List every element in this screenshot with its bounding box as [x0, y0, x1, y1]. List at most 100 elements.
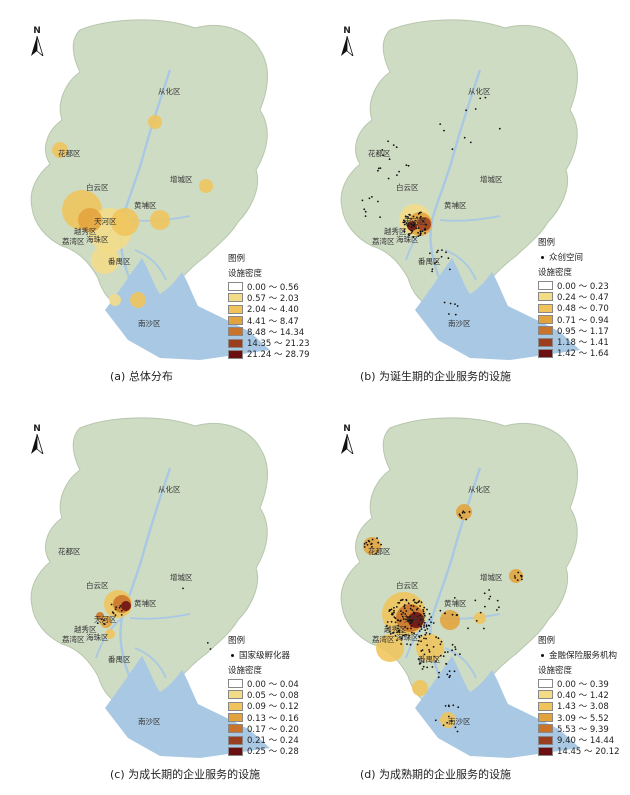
facility-point: [423, 626, 425, 628]
facility-point: [363, 208, 366, 211]
facility-point: [100, 618, 103, 621]
facility-point: [489, 595, 492, 598]
facility-point: [459, 514, 462, 517]
legend-swatch: [228, 304, 243, 314]
density-hotspot: [109, 294, 121, 306]
facility-point: [417, 227, 420, 230]
facility-point: [416, 615, 419, 618]
facility-point: [119, 605, 122, 607]
legend-swatch: [228, 701, 243, 711]
facility-point: [446, 721, 448, 724]
north-arrow: N: [336, 424, 358, 456]
facility-point: [387, 140, 389, 143]
facility-point: [449, 268, 451, 271]
facility-point: [496, 609, 498, 611]
facility-point: [426, 628, 429, 630]
facility-point: [412, 605, 415, 607]
facility-point: [120, 609, 123, 612]
facility-point: [388, 158, 391, 161]
legend-class-label: 0.57 ～ 2.03: [247, 293, 299, 304]
legend-density-title: 设施密度: [538, 268, 573, 278]
legend-swatch: [538, 713, 553, 723]
facility-point: [425, 624, 428, 627]
facility-point: [418, 600, 421, 602]
facility-point: [454, 646, 456, 648]
facility-point: [418, 636, 421, 639]
facility-point: [403, 223, 406, 226]
legend-class-label: 1.18 ～ 1.41: [557, 338, 609, 349]
legend-title: 图例: [538, 238, 556, 248]
legend-class-label: 0.71 ～ 0.94: [557, 315, 609, 326]
legend-class-row: 0.48 ～ 0.70: [538, 303, 609, 314]
facility-point: [397, 624, 400, 627]
facility-point: [459, 653, 461, 655]
facility-point: [428, 650, 431, 653]
facility-point: [206, 642, 209, 644]
facility-point: [390, 608, 393, 611]
facility-point: [389, 632, 392, 635]
legend-swatch: [228, 746, 243, 756]
facility-point: [417, 640, 420, 642]
legend-class-row: 0.40 ～ 1.42: [538, 689, 620, 701]
facility-point: [422, 609, 424, 611]
facility-point: [96, 622, 99, 625]
legend-class-row: 9.40 ～ 14.44: [538, 734, 620, 746]
river: [134, 647, 167, 679]
facility-point: [444, 651, 446, 654]
facility-point: [426, 666, 429, 669]
facility-point: [422, 610, 425, 613]
district-label: 越秀区: [384, 227, 407, 236]
facility-point: [446, 673, 449, 676]
facility-point: [407, 164, 410, 167]
facility-point: [382, 154, 385, 157]
facility-point: [469, 141, 472, 144]
legend-swatch: [538, 292, 553, 302]
district-label: 增城区: [170, 573, 193, 582]
legend-class-label: 0.25 ～ 0.28: [247, 747, 299, 758]
facility-point: [451, 643, 454, 646]
facility-point: [435, 660, 437, 663]
facility-point: [417, 658, 420, 661]
facility-point: [448, 670, 451, 672]
facility-point: [412, 215, 415, 218]
facility-point: [419, 231, 422, 233]
facility-point: [419, 662, 422, 665]
facility-point: [402, 634, 404, 637]
facility-point: [423, 606, 426, 609]
north-label: N: [33, 424, 41, 434]
facility-point: [441, 249, 443, 252]
legend-swatch: [538, 315, 553, 325]
facility-point: [407, 233, 410, 236]
facility-point: [410, 631, 413, 634]
district-label: 黄埔区: [134, 599, 157, 608]
facility-point: [401, 631, 404, 633]
legend-density-title: 设施密度: [228, 666, 263, 676]
facility-point: [407, 602, 410, 605]
legend-point-entry: 金融保险服务机构: [538, 649, 620, 661]
legend-swatch: [228, 679, 243, 689]
facility-point: [422, 220, 425, 223]
facility-point: [400, 613, 403, 616]
facility-point: [393, 606, 395, 609]
facility-point: [444, 705, 447, 707]
panel-b: 从化区 花都区 增城区 白云区 黄埔区 天河区 越秀区 荔湾区 海珠区 番禺区 南沙区 N 图例 众创空间…: [320, 10, 620, 390]
facility-point: [403, 230, 406, 233]
legend-swatch: [228, 316, 243, 326]
district-label: 天河区: [404, 217, 427, 226]
facility-point: [398, 631, 401, 634]
district-label: 花都区: [58, 149, 81, 158]
north-arrow-icon: [341, 35, 354, 58]
facility-point: [371, 196, 373, 198]
facility-point: [407, 224, 410, 227]
facility-point: [404, 626, 407, 628]
facility-point: [402, 618, 405, 620]
facility-point: [390, 613, 393, 616]
facility-point: [110, 603, 113, 606]
facility-point: [397, 627, 399, 630]
facility-point: [432, 646, 435, 648]
legend-class-row: 2.04 ～ 4.40: [228, 304, 310, 315]
facility-point: [410, 226, 413, 229]
legend-class-row: 0.24 ～ 0.47: [538, 291, 609, 303]
facility-point: [410, 625, 413, 627]
district-label: 荔湾区: [62, 237, 85, 246]
